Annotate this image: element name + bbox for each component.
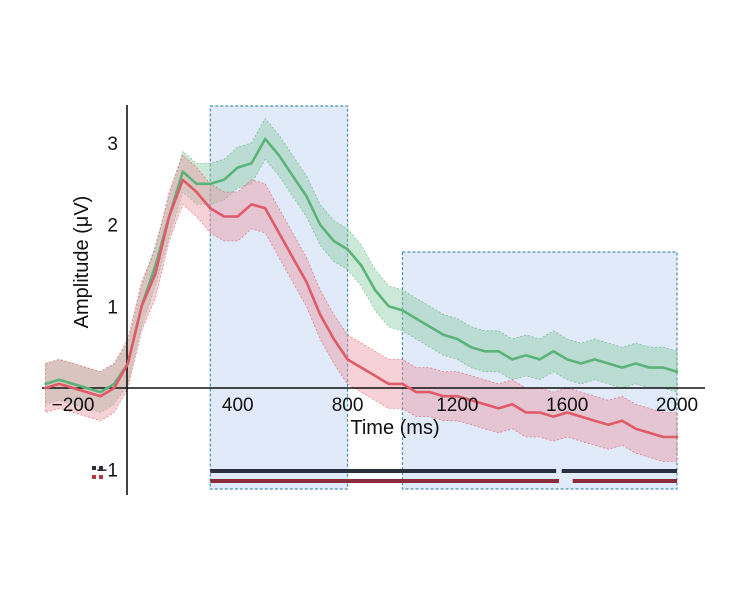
y-tick-label: 3 <box>107 134 118 155</box>
significance-bar-bar_red-1 <box>210 479 559 483</box>
series-line-red <box>44 178 679 439</box>
x-tick-labels: −200 400 800 1200 1600 2000 <box>52 395 699 416</box>
y-axis-title: Amplitude (μV) <box>71 196 93 329</box>
significance-bar-bar_dark-1 <box>210 469 557 473</box>
x-tick-label: 1600 <box>546 395 588 416</box>
legend-glyph <box>92 466 103 479</box>
significance-bars <box>210 469 677 483</box>
x-tick-label: 2000 <box>656 395 698 416</box>
axes <box>42 105 705 495</box>
series-lines <box>44 137 679 439</box>
series-line-green <box>44 137 679 394</box>
x-tick-label: 400 <box>222 395 254 416</box>
significance-bar-bar_red-2 <box>572 479 677 483</box>
x-axis-title: Time (ms) <box>350 417 439 439</box>
x-tick-label: 800 <box>332 395 364 416</box>
x-tick-label: −200 <box>52 395 95 416</box>
analysis-window-2 <box>401 251 678 490</box>
error-band-red <box>45 154 678 462</box>
significance-bar-bar_dark-2 <box>561 469 677 473</box>
x-tick-label: 1200 <box>436 395 478 416</box>
y-tick-label: 2 <box>107 216 118 237</box>
y-tick-label: 1 <box>107 297 118 318</box>
